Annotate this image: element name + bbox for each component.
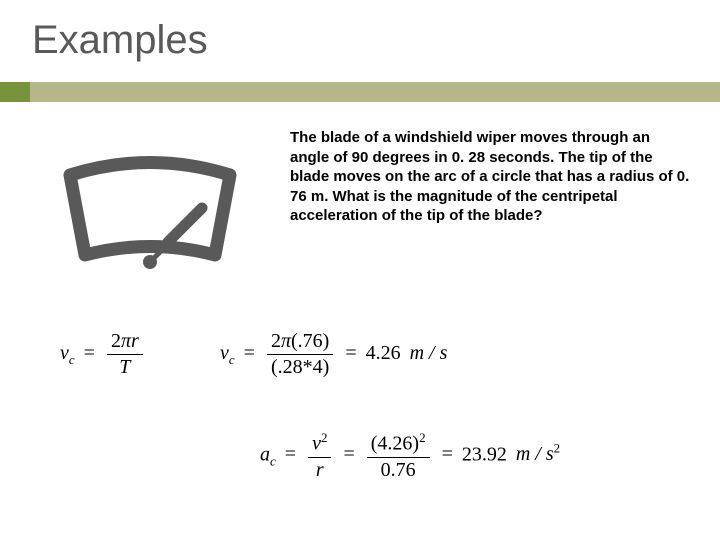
title-accent-bar	[0, 82, 720, 102]
acceleration-calculation: ac = v2 r = (4.26)2 0.76 = 23.92 m / s2	[260, 430, 560, 482]
velocity-calculation: vc = 2π(.76) (.28*4) = 4.26 m / s	[220, 330, 447, 379]
slide-title: Examples	[32, 18, 208, 63]
velocity-formula: vc = 2πr T	[60, 330, 146, 379]
problem-statement: The blade of a windshield wiper moves th…	[290, 128, 690, 226]
windshield-wiper-icon	[50, 150, 250, 285]
